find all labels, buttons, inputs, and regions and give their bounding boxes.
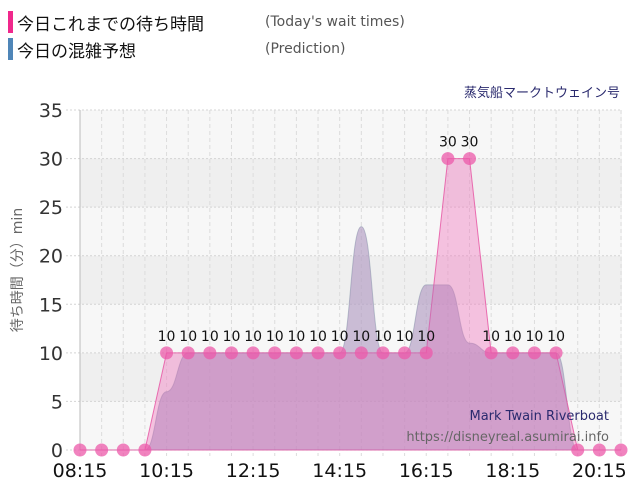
data-label: 10 [179, 329, 197, 345]
x-tick-label: 10:15 [139, 460, 194, 482]
data-point [592, 443, 606, 457]
data-point [376, 346, 390, 360]
data-point [614, 443, 628, 457]
data-point [116, 443, 130, 457]
watermark-url: https://disneyreal.asumirai.info [406, 430, 609, 445]
data-label: 10 [417, 329, 435, 345]
data-label: 30 [461, 135, 479, 151]
data-label: 10 [201, 329, 219, 345]
data-label: 10 [352, 329, 370, 345]
y-axis-title: 待ち時間（分）min [10, 208, 26, 332]
data-point [95, 443, 109, 457]
x-tick-label: 14:15 [312, 460, 367, 482]
data-point [333, 346, 347, 360]
data-label: 10 [526, 329, 544, 345]
y-tick-label: 15 [39, 294, 63, 316]
watermark-ride-name: Mark Twain Riverboat [469, 409, 609, 424]
data-point [506, 346, 520, 360]
data-point [419, 346, 433, 360]
data-label: 10 [158, 329, 176, 345]
data-point [181, 346, 195, 360]
legend-prediction-label-en: (Prediction) [265, 41, 346, 57]
data-point [484, 346, 498, 360]
data-point [203, 346, 217, 360]
y-axis: 0 5 10 15 20 25 30 35 [39, 100, 63, 462]
data-point [549, 346, 563, 360]
data-point [571, 443, 585, 457]
legend-actual-label-en: (Today's wait times) [265, 14, 405, 30]
data-point [311, 346, 325, 360]
overlap-area [80, 226, 621, 450]
plot-band [80, 110, 622, 159]
data-label: 10 [266, 329, 284, 345]
data-label: 10 [374, 329, 392, 345]
data-point [138, 443, 152, 457]
plot-background [80, 110, 622, 450]
data-point [441, 152, 455, 166]
actual-series [73, 152, 628, 457]
data-label: 10 [504, 329, 522, 345]
data-point [463, 152, 477, 166]
data-point [354, 346, 368, 360]
y-tick-label: 25 [39, 197, 63, 219]
data-label: 10 [482, 329, 500, 345]
plot-band [80, 304, 622, 353]
legend-swatch-actual [8, 11, 13, 33]
y-tick-label: 30 [39, 149, 63, 171]
plot-band [80, 207, 622, 256]
data-label: 10 [309, 329, 327, 345]
plot-band [80, 401, 622, 450]
plot-band [80, 158, 622, 208]
legend-prediction-label-jp: 今日の混雑予想 [17, 41, 136, 62]
data-label: 10 [547, 329, 565, 345]
data-label: 10 [396, 329, 414, 345]
data-label: 10 [223, 329, 241, 345]
data-label: 10 [287, 329, 305, 345]
x-tick-label: 12:15 [226, 460, 281, 482]
y-tick-label: 5 [51, 391, 63, 413]
y-tick-label: 0 [51, 440, 63, 462]
legend-swatch-prediction [8, 38, 13, 60]
x-tick-label: 16:15 [399, 460, 454, 482]
x-tick-label: 20:15 [572, 460, 627, 482]
data-label: 10 [331, 329, 349, 345]
data-label: 30 [439, 135, 457, 151]
legend-actual-label-jp: 今日これまでの待ち時間 [17, 14, 204, 35]
data-point [289, 346, 303, 360]
x-tick-label: 18:15 [485, 460, 540, 482]
data-point [398, 346, 412, 360]
data-point [527, 346, 541, 360]
legend-actual: 今日これまでの待ち時間 (Today's wait times) [8, 10, 405, 35]
x-axis: 08:15 10:15 12:15 14:15 16:15 18:15 20:15 [53, 460, 627, 482]
data-point [224, 346, 238, 360]
data-point [73, 443, 87, 457]
data-point [246, 346, 260, 360]
y-tick-label: 10 [39, 343, 63, 365]
y-tick-label: 35 [39, 100, 63, 122]
y-tick-label: 20 [39, 246, 63, 268]
x-tick-label: 08:15 [53, 460, 108, 482]
plot-band [80, 352, 622, 402]
data-label: 10 [244, 329, 262, 345]
data-point [268, 346, 282, 360]
data-point [160, 346, 174, 360]
ride-name-jp: 蒸気船マークトウェイン号 [463, 86, 620, 101]
legend-prediction: 今日の混雑予想 (Prediction) [8, 37, 346, 62]
